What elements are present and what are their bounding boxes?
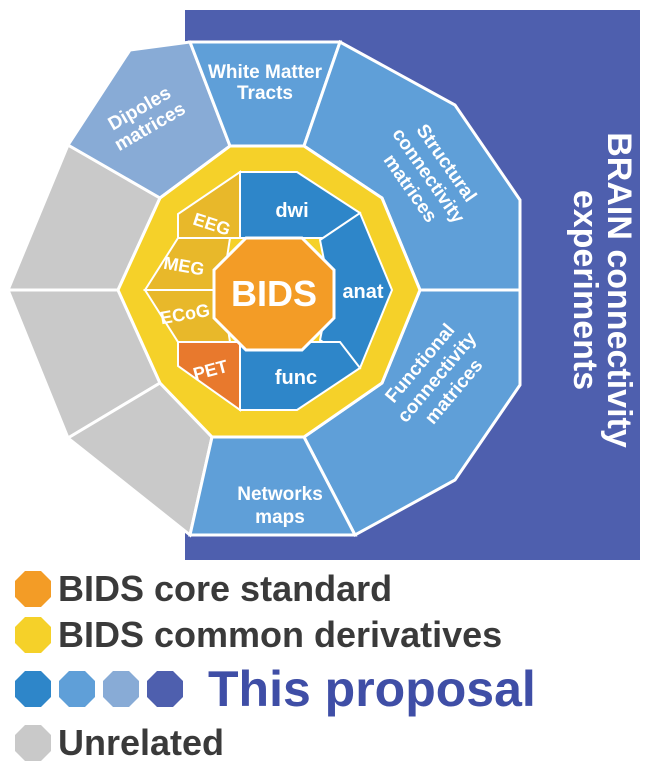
networks-maps-label: Networks maps (237, 484, 323, 528)
legend: BIDS core standard BIDS common derivativ… (14, 566, 644, 766)
legend-core: BIDS core standard (14, 566, 644, 612)
modality-anat-block (318, 211, 394, 370)
bids-connectivity-diagram: BIDS dwi anat func EEG MEG ECoG PET Whit… (8, 10, 640, 560)
proposal-swatch-3-icon (103, 671, 139, 707)
legend-proposal-label: This proposal (208, 661, 536, 717)
core-swatch-icon (15, 571, 51, 607)
legend-common-label: BIDS common derivatives (58, 614, 503, 655)
bids-core-octagon (212, 236, 336, 352)
derivative-swatch-icon (15, 617, 51, 653)
proposal-swatch-4-icon (147, 671, 183, 707)
brain-connectivity-banner-label: BRAIN connectivity experiments (566, 132, 638, 448)
svg-text:Networks: Networks (237, 484, 323, 505)
legend-common: BIDS common derivatives (14, 612, 644, 658)
unrelated-swatch-icon (15, 725, 51, 761)
proposal-swatch-1-icon (15, 671, 51, 707)
legend-unrelated-label: Unrelated (58, 722, 225, 763)
svg-text:BRAIN connectivity: BRAIN connectivity (600, 132, 638, 448)
legend-proposal: This proposal (14, 658, 644, 720)
modality-func-label: func (275, 367, 317, 389)
svg-text:Tracts: Tracts (237, 83, 293, 104)
svg-text:experiments: experiments (566, 190, 604, 390)
legend-core-label: BIDS core standard (58, 568, 393, 609)
white-matter-tracts-label: White Matter Tracts (208, 62, 323, 104)
legend-unrelated: Unrelated (14, 720, 644, 766)
bids-core-label: BIDS (231, 273, 317, 314)
svg-text:maps: maps (255, 507, 305, 528)
svg-text:White Matter: White Matter (208, 62, 323, 83)
modality-anat-label: anat (342, 281, 383, 303)
modality-dwi-label: dwi (275, 200, 308, 222)
derivative-pet-block (177, 341, 241, 412)
proposal-swatch-2-icon (59, 671, 95, 707)
